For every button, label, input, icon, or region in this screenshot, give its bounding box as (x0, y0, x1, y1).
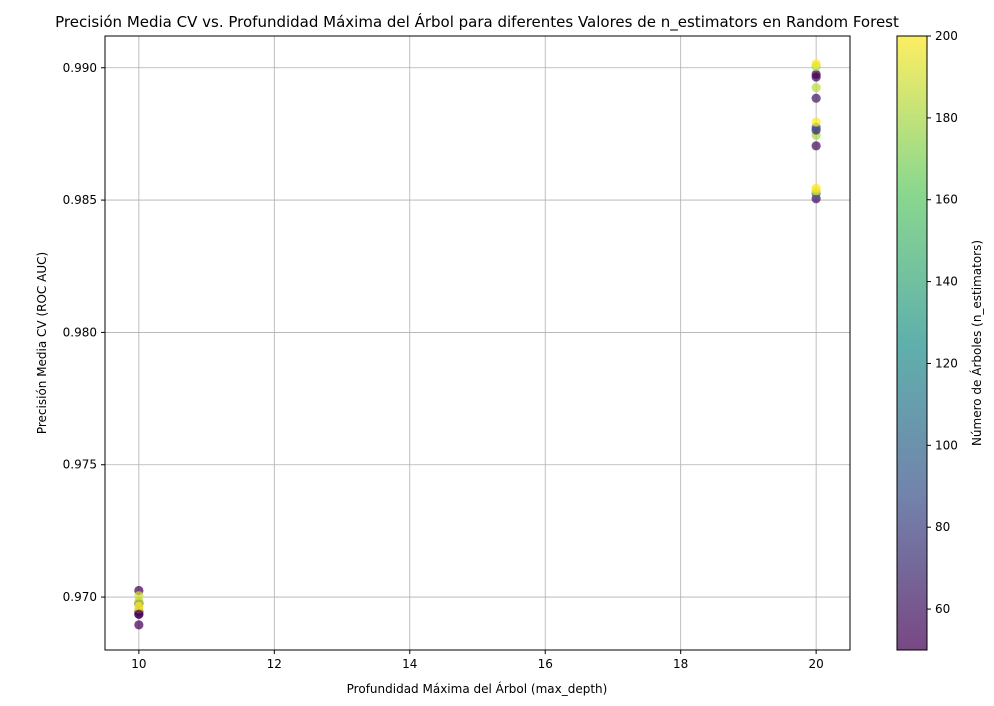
colorbar-tick-label: 160 (935, 193, 958, 207)
colorbar-label: Número de Árboles (n_estimators) (969, 240, 984, 446)
x-axis-ticks: 10 12 14 16 18 20 (131, 650, 824, 671)
y-tick-label: 0.975 (63, 458, 97, 472)
x-tick-label: 12 (267, 657, 282, 671)
colorbar-tick-label: 60 (935, 602, 950, 616)
y-tick-label: 0.980 (63, 325, 97, 339)
x-tick-label: 10 (131, 657, 146, 671)
x-axis-label: Profundidad Máxima del Árbol (max_depth) (347, 681, 608, 696)
colorbar-ticks: 60 80 100 120 140 160 180 200 (927, 29, 958, 616)
colorbar-tick-label: 200 (935, 29, 958, 43)
x-tick-label: 14 (402, 657, 417, 671)
scatter-point (811, 141, 821, 151)
colorbar (897, 36, 927, 650)
grid-lines (105, 36, 850, 650)
colorbar-tick-label: 140 (935, 275, 958, 289)
y-axis-label: Precisión Media CV (ROC AUC) (35, 252, 49, 434)
y-axis-ticks: 0.970 0.975 0.980 0.985 0.990 (63, 61, 105, 604)
y-tick-label: 0.970 (63, 590, 97, 604)
x-tick-label: 18 (673, 657, 688, 671)
colorbar-tick-label: 80 (935, 520, 950, 534)
scatter-point (811, 117, 821, 127)
x-tick-label: 16 (538, 657, 553, 671)
colorbar-tick-label: 120 (935, 356, 958, 370)
colorbar-tick-label: 100 (935, 438, 958, 452)
chart-title: Precisión Media CV vs. Profundidad Máxim… (55, 12, 899, 32)
scatter-point (811, 59, 821, 69)
scatter-point (811, 93, 821, 103)
y-tick-label: 0.990 (63, 61, 97, 75)
x-tick-label: 20 (808, 657, 823, 671)
scatter-point (811, 69, 821, 79)
scatter-point (134, 609, 144, 619)
scatter-point (811, 83, 821, 93)
scatter-point (811, 183, 821, 193)
plot-frame (104, 35, 851, 651)
colorbar-tick-label: 180 (935, 111, 958, 125)
data-points (134, 59, 821, 630)
colorbar-frame (896, 35, 928, 651)
y-tick-label: 0.985 (63, 193, 97, 207)
scatter-point (134, 620, 144, 630)
